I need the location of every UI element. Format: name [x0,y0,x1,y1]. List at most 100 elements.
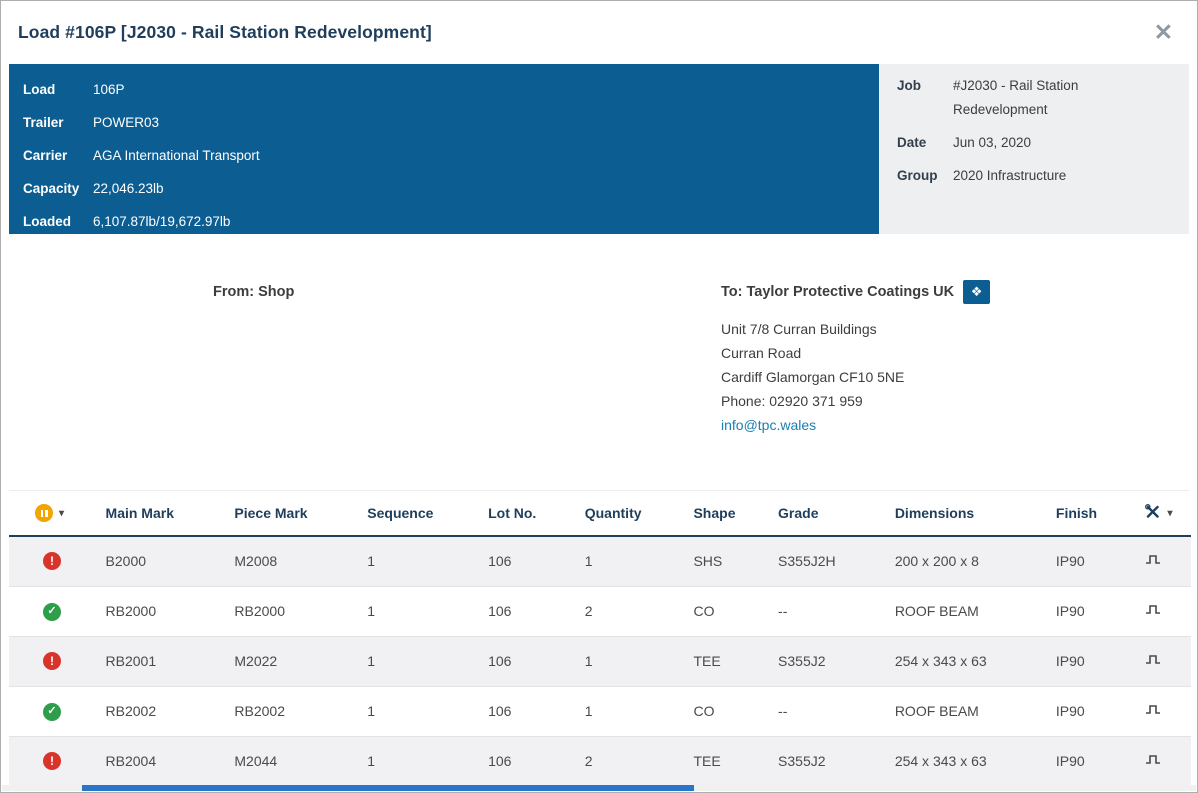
tools-menu-dropdown[interactable]: ▾ [1144,503,1173,523]
table-row[interactable]: ! RB2004 M2044 1 106 2 TEE S355J2 254 x … [9,736,1191,787]
cell-lot-no: 106 [472,536,569,587]
cell-shape: CO [677,686,763,737]
load-field: Carrier AGA International Transport [23,139,879,172]
table-row[interactable]: ✓ RB2000 RB2000 1 106 2 CO -- ROOF BEAM … [9,586,1191,637]
col-shape: Shape [677,491,763,537]
status-filter-dropdown[interactable]: ▾ [35,504,65,523]
cell-lot-no: 106 [472,636,569,687]
chevron-down-icon: ▾ [59,507,65,519]
col-lot-no: Lot No. [472,491,569,537]
col-piece-mark: Piece Mark [218,491,352,537]
cell-piece-mark: M2008 [218,536,352,587]
cell-main-mark: RB2000 [89,586,219,637]
pause-icon [35,504,53,523]
error-icon: ! [43,652,61,670]
job-field: Group 2020 Infrastructure [897,164,1173,188]
ship-to-block: To: Taylor Protective Coatings UK ❖ Unit… [721,280,991,437]
tools-icon [1144,503,1161,523]
field-label: Loaded [23,214,72,229]
check-icon: ✓ [43,702,61,721]
cell-grade: S355J2 [762,736,879,787]
cell-finish: IP90 [1039,636,1129,687]
cell-main-mark: RB2004 [89,736,219,787]
load-field: Trailer POWER03 [23,106,879,139]
field-label: Date [897,135,927,150]
col-sequence: Sequence [351,491,473,537]
cell-quantity: 2 [568,586,678,637]
load-field: Loaded 6,107.87lb/19,672.97lb [23,205,879,238]
cell-shape: CO [677,586,763,637]
cell-dimensions: ROOF BEAM [878,686,1040,737]
cell-sequence: 1 [351,686,473,737]
ship-to-header: To: Taylor Protective Coatings UK ❖ [721,280,991,304]
pulse-icon[interactable] [1144,752,1162,767]
ship-from-label: From: Shop [213,284,295,300]
field-label: Carrier [23,148,68,163]
cell-main-mark: B2000 [89,536,219,587]
error-icon: ! [43,752,61,770]
field-value: AGA International Transport [93,148,260,163]
error-icon: ! [43,552,61,571]
field-value: POWER03 [93,115,160,130]
pulse-icon[interactable] [1144,602,1162,617]
cell-grade: S355J2H [762,536,879,587]
cell-finish: IP90 [1039,536,1129,587]
cell-main-mark: RB2001 [89,636,219,687]
field-value: Jun 03, 2020 [953,135,1032,150]
field-label: Group [897,168,938,183]
shipping-section: From: Shop To: Taylor Protective Coating… [1,234,1197,490]
field-label: Trailer [23,115,64,130]
job-field: Job #J2030 - Rail Station Redevelopment [897,74,1173,122]
field-label: Load [23,82,56,97]
cell-lot-no: 106 [472,586,569,637]
cell-quantity: 1 [568,636,678,687]
table-header-row: ▾ Main Mark Piece Mark Sequence Lot No. … [9,491,1191,537]
horizontal-scrollbar[interactable] [2,785,1196,791]
cell-dimensions: 254 x 343 x 63 [878,636,1040,687]
job-summary-panel: Job #J2030 - Rail Station Redevelopment … [879,64,1189,234]
cell-finish: IP90 [1039,686,1129,737]
pulse-icon[interactable] [1144,702,1162,717]
navigate-icon[interactable]: ❖ [963,280,991,304]
field-value: 2020 Infrastructure [953,168,1067,183]
cell-shape: TEE [677,736,763,787]
field-label: Capacity [23,181,80,196]
check-icon: ✓ [43,602,61,621]
cell-grade: -- [762,586,879,637]
info-panels: Load 106P Trailer POWER03 Carrier AGA In… [9,64,1189,234]
table-row[interactable]: ! B2000 M2008 1 106 1 SHS S355J2H 200 x … [9,536,1191,587]
address-line: Phone: 02920 371 959 [721,393,863,409]
parts-table: ▾ Main Mark Piece Mark Sequence Lot No. … [9,490,1191,787]
load-field: Capacity 22,046.23lb [23,172,879,205]
dialog-titlebar: Load #106P [J2030 - Rail Station Redevel… [1,1,1197,64]
ship-to-address: Unit 7/8 Curran Buildings Curran Road Ca… [721,317,990,437]
cell-lot-no: 106 [472,686,569,737]
scrollbar-thumb[interactable] [82,785,694,791]
col-quantity: Quantity [568,491,678,537]
close-icon[interactable]: ✕ [1153,19,1173,45]
cell-dimensions: 200 x 200 x 8 [878,536,1040,587]
cell-shape: SHS [677,536,763,587]
cell-shape: TEE [677,636,763,687]
address-line: Cardiff Glamorgan CF10 5NE [721,369,905,385]
address-line: Unit 7/8 Curran Buildings [721,321,877,337]
pulse-icon[interactable] [1144,552,1162,567]
email-link[interactable]: info@tpc.wales [721,417,817,433]
table-row[interactable]: ! RB2001 M2022 1 106 1 TEE S355J2 254 x … [9,636,1191,687]
cell-sequence: 1 [351,736,473,787]
cell-piece-mark: M2044 [218,736,352,787]
field-value: #J2030 - Rail Station Redevelopment [953,78,1079,117]
col-main-mark: Main Mark [89,491,219,537]
table-row[interactable]: ✓ RB2002 RB2002 1 106 1 CO -- ROOF BEAM … [9,686,1191,737]
cell-finish: IP90 [1039,586,1129,637]
cell-finish: IP90 [1039,736,1129,787]
address-line: Curran Road [721,345,802,361]
cell-sequence: 1 [351,536,473,587]
cell-sequence: 1 [351,586,473,637]
field-value: 6,107.87lb/19,672.97lb [93,214,231,229]
cell-quantity: 1 [568,536,678,587]
cell-quantity: 2 [568,736,678,787]
pulse-icon[interactable] [1144,652,1162,667]
cell-main-mark: RB2002 [89,686,219,737]
